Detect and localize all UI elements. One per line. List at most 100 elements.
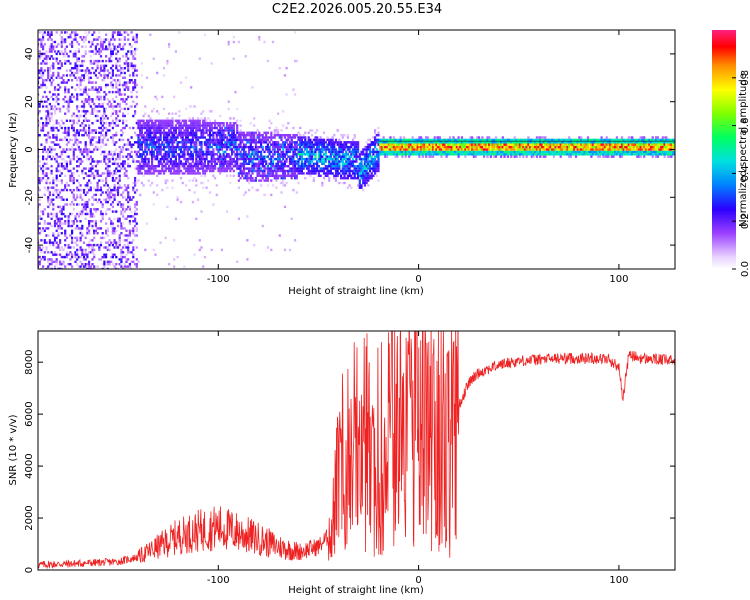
spectrogram-cell bbox=[176, 134, 179, 137]
spectrogram-cell bbox=[106, 129, 109, 132]
spectrogram-cell bbox=[295, 169, 298, 173]
spectrogram-cell bbox=[220, 126, 223, 130]
spectrogram-cell bbox=[127, 148, 130, 151]
spectrogram-cell bbox=[183, 124, 186, 127]
spectrogram-cell bbox=[94, 193, 97, 197]
spectrogram-cell bbox=[152, 136, 155, 139]
spectrogram-cell bbox=[273, 177, 276, 180]
spectrogram-cell bbox=[162, 169, 166, 173]
spectrogram-cell bbox=[236, 119, 239, 122]
spectrogram-cell bbox=[149, 141, 152, 144]
spectrogram-cell bbox=[280, 181, 283, 185]
spectrogram-cell bbox=[288, 167, 292, 170]
spectrogram-cell bbox=[319, 153, 322, 156]
spectrogram-cell bbox=[193, 191, 196, 194]
spectrogram-cell bbox=[52, 148, 55, 151]
spectrogram-cell bbox=[198, 124, 201, 127]
spectrogram-cell bbox=[50, 64, 53, 67]
spectrogram-cell bbox=[477, 138, 481, 142]
spectrogram-cell bbox=[460, 138, 464, 142]
spectrogram-cell bbox=[127, 141, 130, 144]
spectrogram-cell bbox=[82, 36, 86, 39]
spectrogram-cell bbox=[128, 81, 131, 84]
spectrogram-cell bbox=[414, 148, 418, 151]
spectrogram-cell bbox=[205, 126, 208, 130]
spectrogram-cell bbox=[365, 167, 368, 170]
spectrogram-cell bbox=[353, 134, 356, 137]
spectrogram-cell bbox=[380, 150, 383, 154]
spectrogram-cell bbox=[171, 141, 174, 144]
spectrogram-cell bbox=[190, 162, 193, 165]
spectrogram-cell bbox=[229, 155, 232, 158]
spectrogram-cell bbox=[348, 155, 351, 158]
spectrogram-cell bbox=[285, 157, 288, 161]
spectrogram-cell bbox=[103, 64, 106, 67]
spectrogram-cell bbox=[219, 136, 222, 139]
spectrogram-cell bbox=[93, 62, 96, 65]
spectrogram-cell bbox=[489, 148, 492, 151]
spectrogram-cell bbox=[115, 47, 118, 51]
spectrogram-cell bbox=[96, 67, 99, 70]
spectrogram-cell bbox=[81, 38, 84, 41]
spectrogram-cell bbox=[64, 265, 67, 268]
spectrogram-cell bbox=[266, 165, 269, 168]
spectrogram-cell bbox=[358, 157, 361, 161]
spectrogram-cell bbox=[360, 172, 363, 175]
spectrogram-cell bbox=[108, 45, 111, 48]
spectrogram-cell bbox=[224, 126, 227, 130]
spectrogram-cell bbox=[489, 155, 492, 158]
spectrogram-cell bbox=[122, 76, 125, 79]
spectrogram-cell bbox=[443, 148, 446, 151]
spectrogram-cell bbox=[156, 110, 159, 113]
spectrogram-cell bbox=[486, 141, 489, 144]
spectrogram-cell bbox=[164, 141, 167, 144]
spectrogram-cell bbox=[270, 162, 273, 165]
spectrogram-cell bbox=[179, 177, 183, 180]
spectrogram-cell bbox=[462, 150, 465, 154]
spectrogram-cell bbox=[181, 126, 184, 130]
spectrogram-cell bbox=[198, 126, 201, 130]
spectrogram-cell bbox=[84, 148, 87, 151]
spectrogram-cell bbox=[239, 169, 242, 173]
spectrogram-cell bbox=[457, 138, 460, 142]
spectrogram-cell bbox=[161, 169, 164, 173]
spectrogram-cell bbox=[77, 57, 80, 60]
spectrogram-cell bbox=[263, 160, 266, 163]
spectrogram-cell bbox=[294, 239, 297, 242]
spectrogram-cell bbox=[322, 162, 326, 165]
spectrogram-cell bbox=[135, 222, 138, 225]
spectrogram-cell bbox=[299, 138, 302, 142]
spectrogram-cell bbox=[115, 210, 118, 213]
spectrogram-cell bbox=[72, 193, 75, 197]
spectrogram-cell bbox=[106, 174, 109, 177]
spectrogram-cell bbox=[343, 177, 346, 180]
spectrogram-cell bbox=[110, 114, 113, 118]
spectrogram-cell bbox=[292, 188, 295, 192]
spectrogram-cell bbox=[84, 90, 87, 94]
spectrogram-cell bbox=[375, 160, 378, 163]
spectrogram-cell bbox=[74, 33, 77, 36]
spectrogram-cell bbox=[72, 196, 75, 199]
spectrogram-cell bbox=[120, 148, 123, 151]
spectrogram-cell bbox=[367, 143, 370, 146]
spectrogram-cell bbox=[319, 160, 322, 163]
spectrogram-cell bbox=[67, 105, 70, 108]
spectrogram-cell bbox=[300, 143, 303, 146]
spectrogram-cell bbox=[433, 136, 436, 139]
spectrogram-cell bbox=[219, 138, 222, 142]
spectrogram-cell bbox=[45, 55, 48, 58]
spectrogram-cell bbox=[48, 243, 51, 247]
spectrogram-cell bbox=[84, 86, 87, 89]
spectrogram-cell bbox=[210, 155, 213, 158]
spectrogram-cell bbox=[372, 141, 375, 144]
spectrogram-cell bbox=[64, 246, 67, 249]
spectrogram-cell bbox=[45, 267, 48, 269]
spectrogram-cell bbox=[38, 181, 41, 185]
spectrogram-cell bbox=[232, 141, 235, 144]
spectrogram-cell bbox=[244, 138, 247, 142]
spectrogram-cell bbox=[455, 141, 458, 144]
spectrogram-cell bbox=[72, 52, 75, 56]
spectrogram-cell bbox=[120, 138, 123, 142]
spectrogram-cell bbox=[127, 165, 130, 168]
spectrogram-cell bbox=[227, 153, 230, 156]
